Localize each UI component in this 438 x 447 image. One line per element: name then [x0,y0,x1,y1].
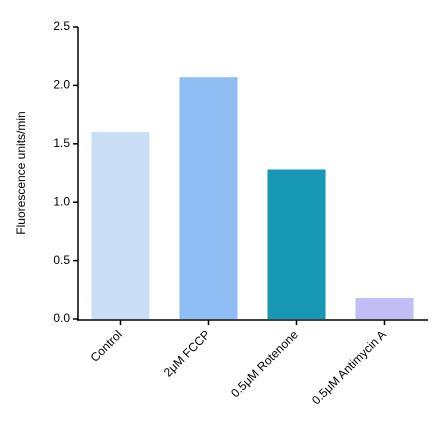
x-tick-label: 2μM FCCP [161,327,213,379]
y-tick-label: 0.5 [53,253,70,267]
y-tick-label: 1.5 [53,136,70,150]
x-tick-label: Control [88,327,125,364]
bar [91,132,150,319]
y-tick-label: 2.0 [53,78,70,92]
bar [267,169,326,319]
x-tick-label: 0.5μM Rotenone [228,327,301,400]
bar [355,297,414,319]
y-tick-label: 1.0 [53,194,70,208]
bar [179,77,238,319]
x-tick-label: 0.5μM Antimycin A [309,327,389,407]
y-axis-label: Fluorescence units/min [14,111,28,234]
y-tick-label: 2.5 [53,19,70,33]
y-tick-label: 0.0 [53,311,70,325]
